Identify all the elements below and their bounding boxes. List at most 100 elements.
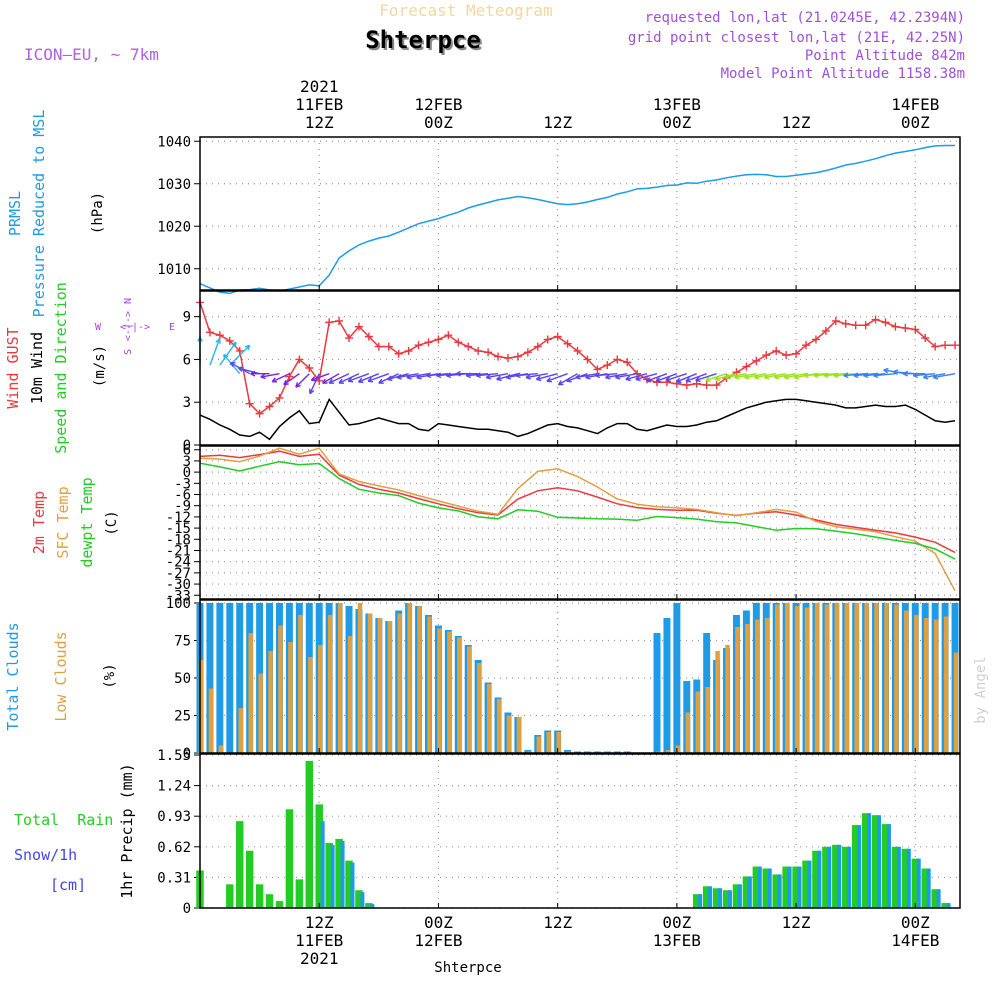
bar-orange: [745, 624, 750, 753]
bar-blue: [673, 603, 681, 753]
bottom-time-label: 12Z: [305, 913, 334, 932]
y-axis-label: Speed and Direction: [52, 282, 70, 454]
gust-marker: [295, 355, 304, 364]
wind-arrow-head: [793, 373, 800, 380]
bar-orange: [953, 652, 959, 753]
y-tick-label: -21: [166, 543, 191, 559]
wind-arrow: [705, 373, 727, 382]
gust-marker: [613, 355, 622, 364]
gust-marker: [354, 322, 363, 331]
bottom-time-label: 12FEB: [414, 931, 462, 950]
bar-orange: [844, 603, 849, 753]
gust-marker: [911, 325, 920, 334]
bar-green: [822, 846, 830, 908]
bar-blue: [916, 858, 921, 908]
panel-frame: [199, 445, 961, 600]
wind-arrow-head: [615, 373, 621, 380]
bar-green: [871, 815, 880, 908]
wind-arrow-head: [843, 372, 849, 379]
gust-marker: [841, 319, 850, 328]
wind-arrow-head: [883, 367, 889, 374]
bar-green: [236, 821, 244, 908]
top-time-label: 13FEB: [653, 95, 701, 114]
panel-pressure: 1010 1020 1030 1040 PRMSL Pressure Reduced to…: [6, 110, 961, 317]
y-tick-label: 0: [183, 746, 191, 762]
bar-orange: [715, 651, 720, 753]
total-rain-label: Total Rain: [14, 811, 113, 829]
wind-arrow: [229, 344, 251, 366]
gust-marker: [384, 342, 393, 351]
gust-marker: [782, 351, 791, 360]
wind-arrow: [625, 373, 648, 381]
top-time-label: 12Z: [305, 113, 334, 132]
wind-arrow-head: [535, 375, 542, 382]
wind-arrow-head: [445, 372, 452, 379]
wind-arrow: [406, 373, 429, 379]
gust-marker: [364, 332, 373, 341]
wind-arrow-head: [328, 378, 335, 384]
y-tick-label: 50: [174, 671, 191, 687]
gust-marker: [494, 352, 503, 361]
bar-green: [722, 890, 731, 908]
bar-blue: [206, 603, 214, 753]
wind-arrow-head: [271, 377, 278, 383]
y-tick-label: 0.62: [157, 840, 191, 856]
bar-blue: [906, 848, 911, 908]
wind-arrow-head: [575, 373, 581, 380]
gust-marker: [265, 402, 274, 411]
y-tick-label: 3: [183, 454, 191, 470]
gust-marker: [931, 342, 940, 351]
series-line-blue: [199, 144, 955, 295]
gust-marker: [543, 335, 552, 344]
gust-marker: [523, 348, 532, 357]
bar-green: [712, 888, 721, 908]
bar-green: [245, 850, 254, 908]
gust-marker: [901, 324, 910, 333]
location-title: Shterpce: [367, 28, 483, 56]
top-time-label: 00Z: [424, 113, 453, 132]
wind-arrow: [695, 373, 717, 382]
wind-arrow: [774, 373, 797, 379]
wind-arrow: [347, 373, 370, 382]
gust-marker: [752, 356, 761, 365]
wind-arrow: [219, 341, 237, 366]
top-time-label: 12Z: [782, 113, 811, 132]
bar-green: [921, 868, 929, 908]
wind-arrow-head: [416, 373, 422, 380]
gust-marker: [513, 352, 522, 361]
bar-green: [782, 866, 790, 908]
wind-arrow: [605, 373, 628, 379]
bar-green: [861, 813, 870, 908]
y-tick-label: 1010: [157, 262, 191, 278]
wind-arrow-head: [635, 375, 641, 382]
bar-blue: [698, 894, 703, 908]
bar-orange: [854, 603, 859, 753]
wind-arrow: [322, 373, 340, 384]
gust-marker: [305, 364, 314, 372]
gust-marker: [235, 346, 244, 355]
gust-marker: [881, 318, 890, 327]
gust-marker: [941, 341, 950, 350]
bar-orange: [357, 603, 363, 753]
wind-arrow-head: [695, 376, 701, 382]
bottom-time-label: 11FEB: [295, 931, 343, 950]
wind-arrow-head: [338, 378, 345, 384]
wind-arrow-head: [386, 375, 393, 382]
bar-orange: [387, 621, 392, 753]
bar-orange: [337, 603, 343, 753]
y-tick-label: -24: [166, 555, 191, 571]
bar-orange: [834, 603, 840, 753]
wind-arrow: [754, 373, 777, 379]
gust-marker: [444, 331, 453, 340]
wind-arrow: [546, 373, 568, 382]
bar-orange: [546, 732, 551, 753]
gust-marker: [434, 335, 443, 344]
bar-orange: [198, 660, 204, 753]
bar-orange: [208, 688, 214, 753]
bar-green: [275, 901, 284, 908]
bar-green: [702, 886, 711, 908]
bar-blue: [718, 888, 723, 908]
bar-green: [772, 874, 780, 908]
compass-east: E: [169, 322, 175, 333]
